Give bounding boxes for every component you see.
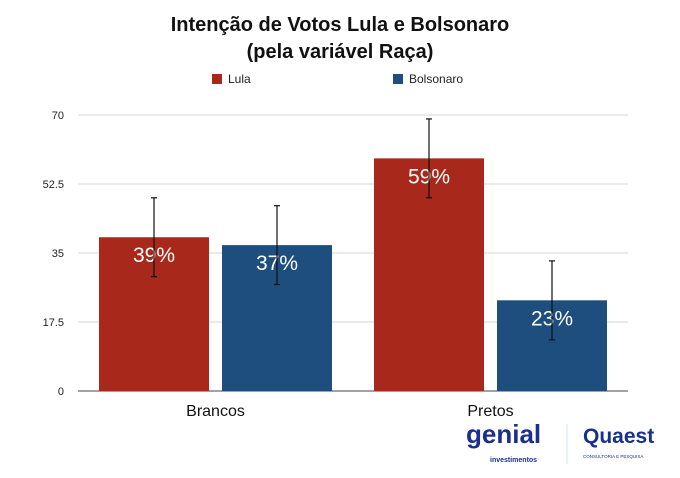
y-tick-label: 52.5 bbox=[43, 179, 64, 191]
bars: 39% 37%59%23% bbox=[99, 118, 607, 391]
legend-label-bolsonaro: Bolsonaro bbox=[409, 72, 463, 86]
x-axis-labels: Brancos Pretos bbox=[186, 403, 513, 420]
y-tick-label: 17.5 bbox=[43, 317, 64, 329]
genial-logo: genial bbox=[466, 419, 541, 449]
quaest-logo: Quaest bbox=[583, 425, 654, 448]
y-tick-label: 70 bbox=[52, 110, 64, 122]
legend-label-lula: Lula bbox=[228, 72, 251, 86]
x-tick-label: Pretos bbox=[467, 403, 513, 420]
quaest-logo-sub: CONSULTORIA E PESQUISA bbox=[583, 454, 643, 459]
legend: Lula Bolsonaro bbox=[212, 72, 463, 86]
legend-swatch-lula bbox=[212, 74, 222, 84]
logos: genial investimentos Quaest CONSULTORIA … bbox=[466, 419, 654, 464]
y-tick-label: 0 bbox=[58, 386, 64, 398]
x-tick-label: Brancos bbox=[186, 403, 245, 420]
genial-logo-sub: investimentos bbox=[490, 457, 537, 464]
chart-title-line2: (pela variável Raça) bbox=[247, 41, 434, 63]
chart-title-line1: Intenção de Votos Lula e Bolsonaro bbox=[171, 14, 510, 36]
legend-swatch-bolsonaro bbox=[393, 74, 403, 84]
y-tick-label: 35 bbox=[52, 248, 64, 260]
